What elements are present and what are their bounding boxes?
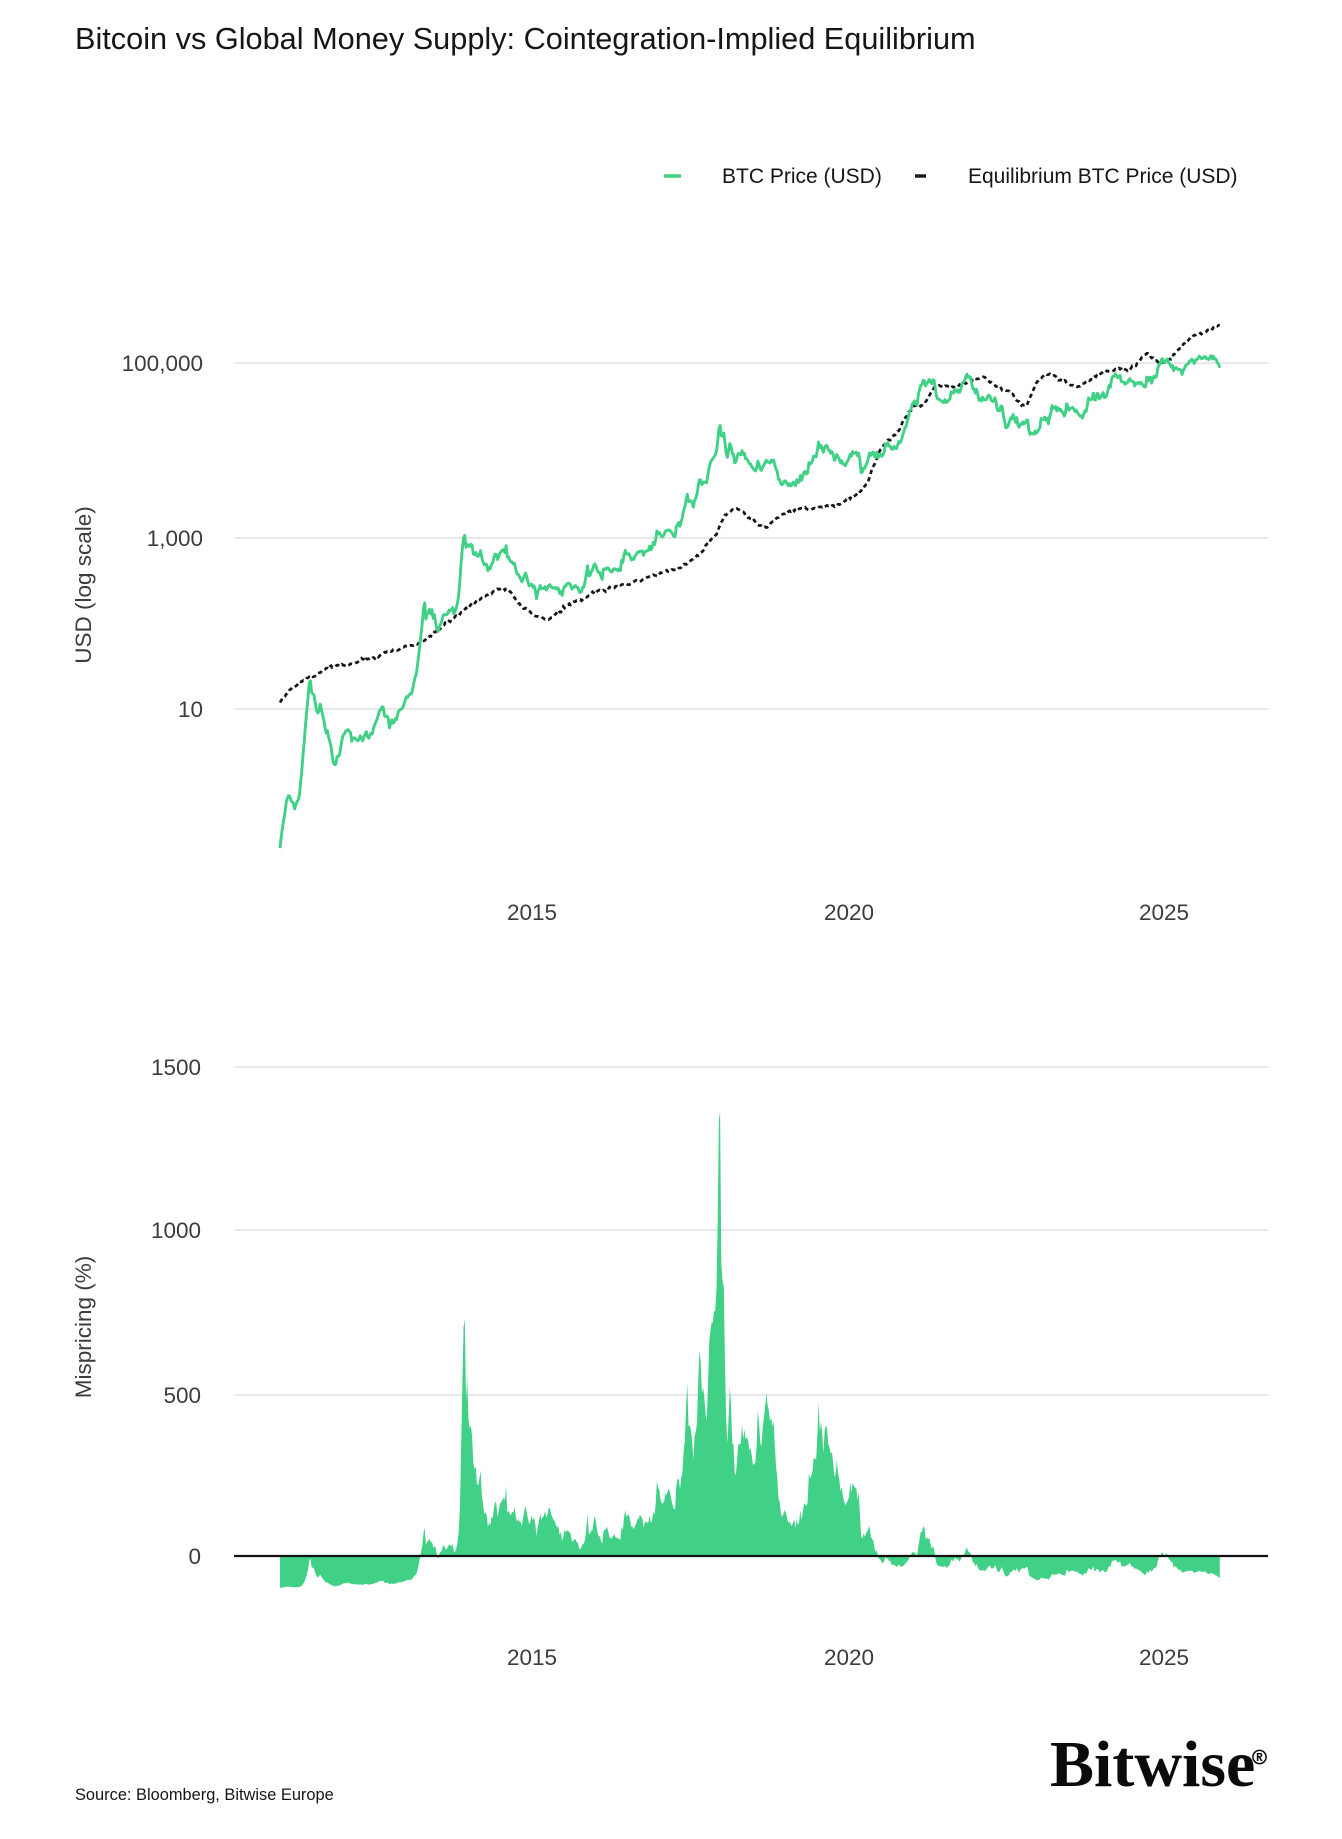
svg-text:500: 500 — [163, 1383, 201, 1408]
svg-text:Bitwise: Bitwise — [1050, 1728, 1255, 1801]
svg-text:100,000: 100,000 — [122, 351, 203, 376]
svg-text:2020: 2020 — [824, 900, 874, 925]
svg-text:2025: 2025 — [1139, 900, 1189, 925]
svg-text:1,000: 1,000 — [147, 526, 203, 551]
svg-text:1000: 1000 — [151, 1218, 201, 1243]
svg-text:USD (log scale): USD (log scale) — [71, 506, 96, 664]
svg-text:Source: Bloomberg, Bitwise Eur: Source: Bloomberg, Bitwise Europe — [75, 1786, 334, 1804]
svg-text:Mispricing (%): Mispricing (%) — [71, 1256, 96, 1399]
svg-text:10: 10 — [178, 697, 203, 722]
svg-text:Bitcoin vs Global Money Supply: Bitcoin vs Global Money Supply: Cointegr… — [75, 21, 976, 56]
svg-text:2015: 2015 — [507, 900, 557, 925]
svg-text:Equilibrium BTC Price (USD): Equilibrium BTC Price (USD) — [968, 165, 1238, 188]
svg-text:1500: 1500 — [151, 1055, 201, 1080]
svg-text:0: 0 — [188, 1544, 201, 1569]
svg-text:BTC Price (USD): BTC Price (USD) — [722, 165, 882, 188]
svg-text:2020: 2020 — [824, 1645, 874, 1670]
svg-text:2015: 2015 — [507, 1645, 557, 1670]
svg-text:2025: 2025 — [1139, 1645, 1189, 1670]
